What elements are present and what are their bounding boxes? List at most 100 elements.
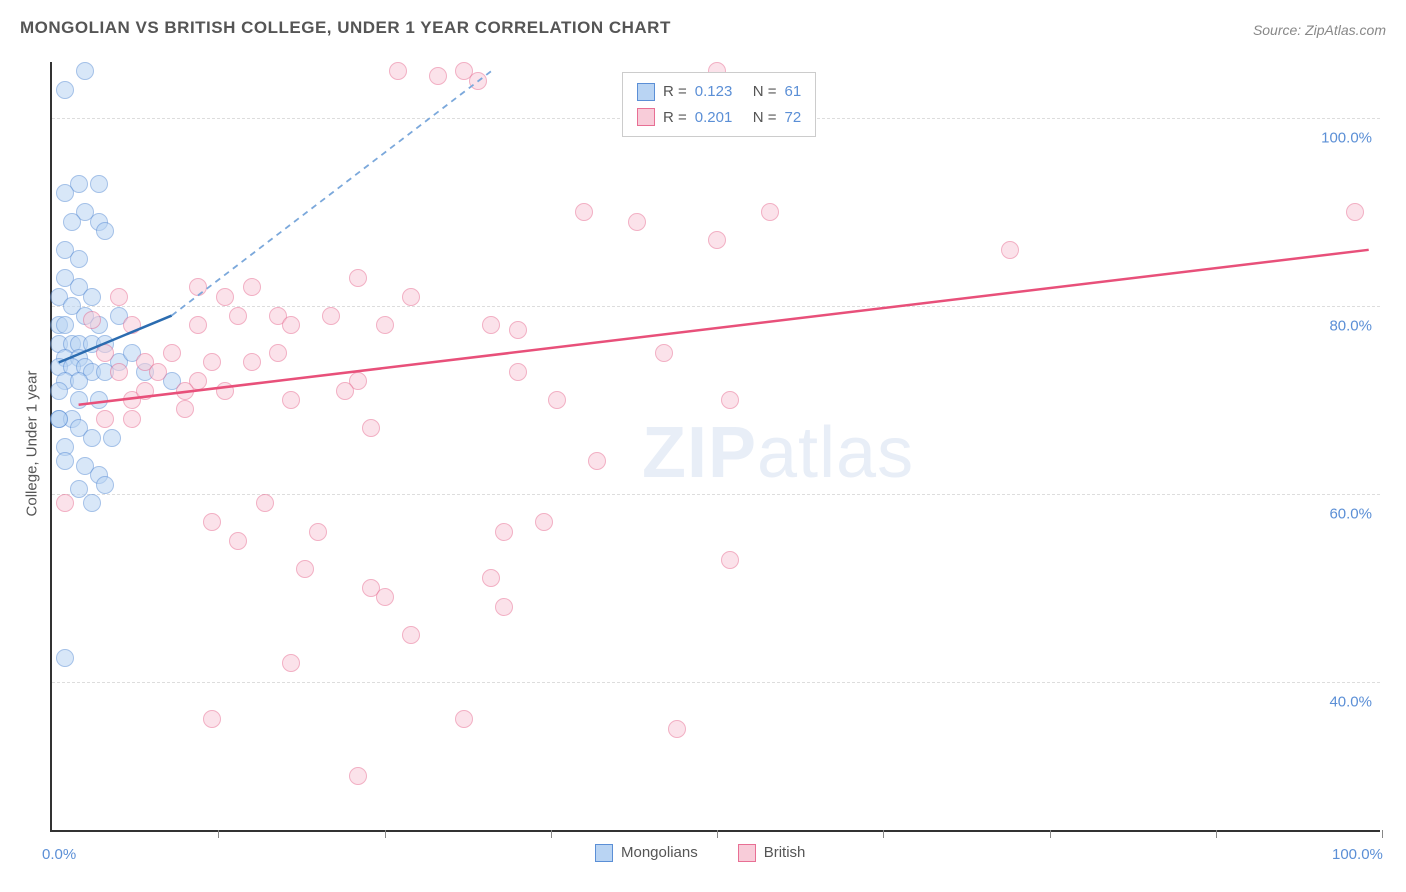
british-marker: [376, 316, 394, 334]
british-marker: [389, 62, 407, 80]
british-marker: [655, 344, 673, 362]
x-tick: [717, 830, 718, 838]
mongolians-marker: [56, 81, 74, 99]
chart-container: ZIPatlas 40.0% 60.0% 80.0% 100.0% R =0.123N …: [0, 50, 1406, 892]
british-marker: [349, 767, 367, 785]
x-tick: [218, 830, 219, 838]
mongolians-marker: [56, 184, 74, 202]
british-marker: [282, 391, 300, 409]
watermark: ZIPatlas: [642, 412, 914, 494]
stats-legend-row: R =0.123N =61: [637, 79, 801, 105]
british-marker: [282, 316, 300, 334]
mongolians-marker: [50, 382, 68, 400]
british-marker: [509, 321, 527, 339]
british-marker: [376, 588, 394, 606]
x-tick: [551, 830, 552, 838]
british-marker: [628, 213, 646, 231]
british-marker: [163, 344, 181, 362]
mongolians-marker: [63, 213, 81, 231]
british-marker: [189, 316, 207, 334]
british-marker: [1001, 241, 1019, 259]
british-marker: [243, 353, 261, 371]
mongolians-marker: [70, 372, 88, 390]
british-marker: [482, 316, 500, 334]
british-marker: [110, 288, 128, 306]
british-marker: [1346, 203, 1364, 221]
legend-swatch: [637, 83, 655, 101]
british-marker: [349, 269, 367, 287]
stats-legend-row: R =0.201N =72: [637, 105, 801, 131]
british-marker: [761, 203, 779, 221]
british-marker: [83, 311, 101, 329]
grid-line: [52, 306, 1380, 307]
grid-line: [52, 494, 1380, 495]
mongolians-marker: [83, 429, 101, 447]
legend-swatch: [637, 108, 655, 126]
british-marker: [216, 382, 234, 400]
chart-title: MONGOLIAN VS BRITISH COLLEGE, UNDER 1 YE…: [20, 18, 671, 38]
x-tick: [1216, 830, 1217, 838]
x-tick: [1050, 830, 1051, 838]
british-marker: [429, 67, 447, 85]
british-marker: [136, 382, 154, 400]
british-marker: [588, 452, 606, 470]
british-marker: [495, 523, 513, 541]
british-marker: [243, 278, 261, 296]
british-marker: [56, 494, 74, 512]
legend-swatch: [738, 844, 756, 862]
british-marker: [96, 344, 114, 362]
british-marker: [203, 353, 221, 371]
british-marker: [336, 382, 354, 400]
british-marker: [110, 363, 128, 381]
mongolians-marker: [103, 429, 121, 447]
mongolians-marker: [70, 391, 88, 409]
british-marker: [216, 288, 234, 306]
mongolians-marker: [90, 391, 108, 409]
british-marker: [96, 410, 114, 428]
source-attribution: Source: ZipAtlas.com: [1253, 22, 1386, 38]
british-marker: [402, 626, 420, 644]
british-marker: [362, 419, 380, 437]
british-marker: [668, 720, 686, 738]
mongolians-marker: [76, 62, 94, 80]
british-marker: [282, 654, 300, 672]
british-marker: [176, 382, 194, 400]
british-marker: [229, 307, 247, 325]
british-marker: [322, 307, 340, 325]
series-legend: MongoliansBritish: [595, 844, 805, 862]
mongolians-marker: [70, 480, 88, 498]
british-marker: [721, 391, 739, 409]
y-tick-label: 40.0%: [1329, 693, 1372, 710]
mongolians-marker: [56, 316, 74, 334]
british-marker: [123, 410, 141, 428]
british-marker: [256, 494, 274, 512]
british-marker: [309, 523, 327, 541]
british-marker: [482, 569, 500, 587]
y-tick-label: 80.0%: [1329, 318, 1372, 335]
british-marker: [203, 513, 221, 531]
british-marker: [296, 560, 314, 578]
british-marker: [575, 203, 593, 221]
y-tick-label: 60.0%: [1329, 505, 1372, 522]
mongolians-marker: [56, 452, 74, 470]
british-marker: [708, 231, 726, 249]
british-marker: [402, 288, 420, 306]
grid-line: [52, 682, 1380, 683]
british-marker: [509, 363, 527, 381]
x-tick-label: 100.0%: [1332, 846, 1383, 863]
british-marker: [189, 278, 207, 296]
x-tick: [883, 830, 884, 838]
british-marker: [123, 316, 141, 334]
x-tick: [385, 830, 386, 838]
british-marker: [455, 710, 473, 728]
british-marker: [176, 400, 194, 418]
x-tick-label: 0.0%: [42, 846, 76, 863]
british-marker: [269, 344, 287, 362]
mongolians-marker: [83, 494, 101, 512]
british-marker: [469, 72, 487, 90]
british-marker: [535, 513, 553, 531]
british-marker: [149, 363, 167, 381]
plot-area: ZIPatlas 40.0%60.0%80.0%100.0%R =0.123N …: [50, 62, 1380, 832]
stats-legend: R =0.123N =61R =0.201N =72: [622, 72, 816, 137]
british-marker: [495, 598, 513, 616]
